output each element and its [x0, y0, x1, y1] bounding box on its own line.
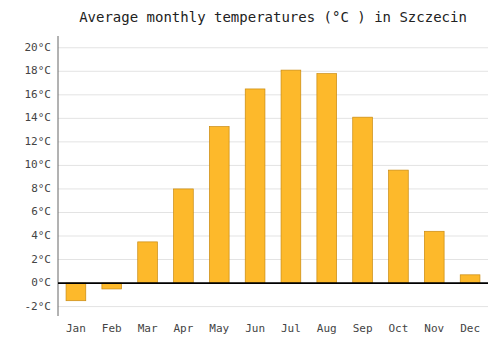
x-tick-label: Mar	[138, 322, 158, 335]
y-tick-label: 0°C	[31, 276, 51, 289]
grid-line	[58, 141, 488, 142]
x-tick-label: May	[209, 322, 229, 335]
y-tick-label: 8°C	[31, 182, 51, 195]
grid-line	[58, 236, 488, 237]
y-tick-label: 20°C	[25, 41, 52, 54]
bar	[317, 74, 337, 283]
grid-line	[58, 118, 488, 119]
x-tick-label: Aug	[317, 322, 337, 335]
y-tick-label: 18°C	[25, 64, 52, 77]
grid-line	[58, 71, 488, 72]
y-tick-label: 14°C	[25, 111, 52, 124]
grid-line	[58, 188, 488, 189]
bar	[66, 283, 86, 301]
title: Average monthly temperatures (°C ) in Sz…	[79, 9, 467, 25]
grid-line	[58, 306, 488, 307]
bar	[245, 89, 265, 283]
y-tick-label: 12°C	[25, 135, 52, 148]
bar	[389, 170, 409, 283]
x-tick-label: Dec	[460, 322, 480, 335]
bar	[174, 189, 194, 283]
x-tick-label: Sep	[353, 322, 373, 335]
x-tick-label: Apr	[173, 322, 193, 335]
grid-line	[58, 165, 488, 166]
y-tick-label: -2°C	[25, 300, 52, 313]
x-tick-label: Jun	[245, 322, 265, 335]
bars	[66, 70, 480, 301]
y-axis	[58, 36, 59, 316]
y-tick-label: 10°C	[25, 158, 52, 171]
bar	[138, 242, 158, 283]
chart: Average monthly temperatures (°C ) in Sz…	[0, 0, 500, 350]
bar	[424, 231, 444, 283]
grid-line	[58, 283, 488, 284]
x-tick-label: Feb	[102, 322, 122, 335]
grid-line	[58, 259, 488, 260]
y-tick-label: 2°C	[31, 253, 51, 266]
grid	[58, 48, 488, 307]
x-tick-label: Jan	[66, 322, 86, 335]
bar	[281, 70, 301, 283]
zero-line	[58, 282, 488, 284]
bar	[209, 127, 229, 283]
grid-line	[58, 212, 488, 213]
x-tick-label: Oct	[388, 322, 408, 335]
y-tick-label: 6°C	[31, 205, 51, 218]
x-tick-label: Jul	[281, 322, 301, 335]
x-tick-label: Nov	[424, 322, 444, 335]
bar	[353, 117, 373, 283]
y-tick-label: 16°C	[25, 88, 52, 101]
grid-line	[58, 94, 488, 95]
grid-line	[58, 47, 488, 48]
y-tick-label: 4°C	[31, 229, 51, 242]
bar	[460, 275, 480, 283]
